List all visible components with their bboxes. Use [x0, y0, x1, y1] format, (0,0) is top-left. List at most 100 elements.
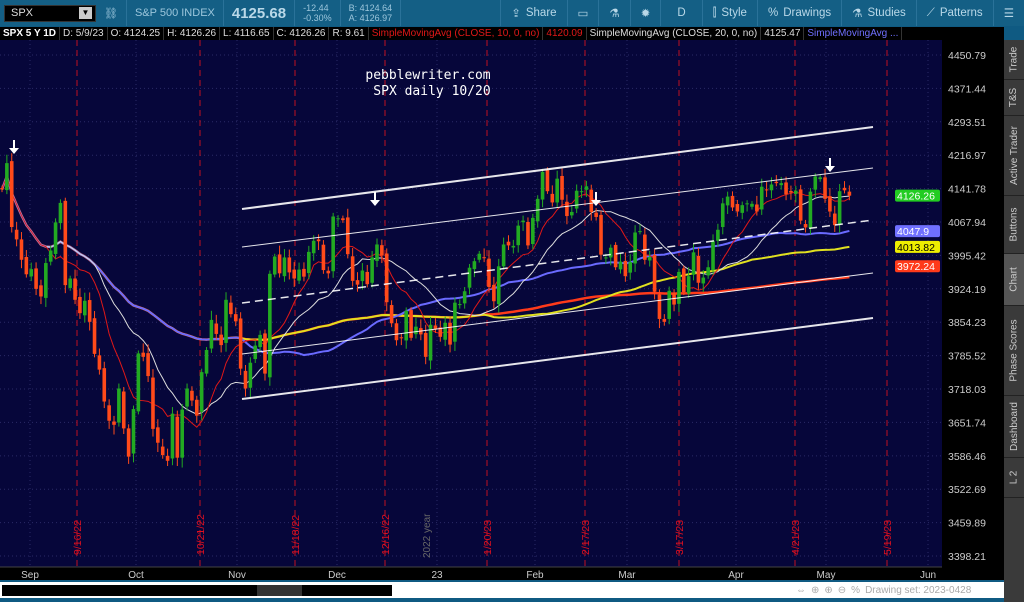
candle-body: [550, 193, 555, 203]
link-icon[interactable]: ⛓: [96, 0, 127, 26]
study-sma10-value: 4120.09: [543, 27, 587, 40]
candle-body: [706, 267, 710, 276]
study-sma-more-label[interactable]: SimpleMovingAvg ...: [804, 27, 903, 40]
event-date-label: 9/16/22: [72, 520, 84, 555]
candle-body: [730, 195, 735, 208]
candle-body: [482, 257, 486, 259]
x-tick-label: Oct: [128, 570, 144, 580]
candle-body: [506, 241, 511, 246]
sidebar-tab-dashboard[interactable]: Dashboard: [1004, 396, 1024, 458]
chevron-down-icon[interactable]: ▼: [79, 7, 92, 19]
candle-body: [394, 323, 399, 341]
sidebar-tab-chart[interactable]: Chart: [1004, 254, 1024, 306]
pan-icon[interactable]: ⇔: [796, 584, 806, 596]
share-button[interactable]: ⇪ Share: [500, 0, 566, 26]
sidebar-tab-trade[interactable]: Trade: [1004, 40, 1024, 80]
candle-body: [818, 177, 822, 180]
candle-body: [521, 220, 525, 223]
percent-icon[interactable]: %: [851, 584, 861, 596]
candle-body: [404, 310, 409, 341]
candle-body: [750, 203, 754, 207]
y-tick-label: 3651.74: [948, 417, 986, 429]
candle-body: [180, 409, 184, 458]
candle-body: [652, 254, 657, 292]
candle-body: [204, 349, 209, 374]
candle-body: [375, 244, 379, 261]
candle-body: [311, 240, 316, 254]
channel-line: [241, 126, 874, 210]
drawings-button[interactable]: % Drawings: [756, 0, 841, 26]
channel-line: [241, 167, 874, 248]
toolbar: SPX ▼ ⛓ S&P 500 INDEX 4125.68 -12.44 -0.30…: [0, 0, 1024, 26]
settings-button[interactable]: ✹: [629, 0, 661, 26]
alert-button[interactable]: ▭: [566, 0, 599, 26]
pattern-icon: ⟋: [926, 6, 935, 19]
candle-body: [331, 216, 335, 272]
candle-body: [409, 310, 413, 338]
sidebar-tab-label: Dashboard: [1008, 402, 1020, 451]
candle-body: [779, 183, 783, 186]
menu-icon: ☰: [1003, 8, 1014, 20]
legend-high: H: 4126.26: [164, 27, 221, 40]
symbol-selector[interactable]: SPX ▼: [4, 4, 96, 22]
study-sma20-label[interactable]: SimpleMovingAvg (CLOSE, 20, 0, no): [587, 27, 762, 40]
candle-body: [477, 253, 482, 260]
candle-body: [316, 239, 321, 242]
studies-button[interactable]: ⚗ Studies: [841, 0, 916, 26]
drawing-set-label: Drawing set: 2023-0428: [865, 584, 972, 596]
event-date-label: 5/19/23: [882, 520, 894, 555]
candle-body: [195, 399, 199, 416]
y-tick-label: 4371.44: [948, 83, 986, 95]
alert-icon: ▭: [577, 8, 589, 20]
patterns-button[interactable]: ⟋ Patterns: [915, 0, 993, 26]
price-chart[interactable]: 4450.79 4371.44 4293.51 4216.97 4141.78 4067.…: [0, 40, 1004, 581]
candle-body: [492, 284, 496, 302]
study-sma10-label[interactable]: SimpleMovingAvg (CLOSE, 10, 0, no): [369, 27, 544, 40]
candle-body: [219, 334, 223, 346]
zoom-in-icon[interactable]: ⊕: [824, 584, 833, 596]
sidebar-tab-t-s[interactable]: T&S: [1004, 80, 1024, 116]
sidebar-tab-l-2[interactable]: L 2: [1004, 458, 1024, 498]
price-label-value: 4047.9: [897, 226, 929, 238]
event-date-label: 10/21/22: [195, 514, 207, 555]
y-tick-label: 3398.21: [948, 551, 986, 563]
price-label-value: 4126.26: [897, 191, 935, 203]
aggregation-button[interactable]: D: [660, 0, 701, 26]
candle-body: [233, 314, 238, 322]
chart-legend: SPX 5 Y 1D D: 5/9/23 O: 4124.25 H: 4126.…: [0, 27, 1004, 40]
sidebar-tab-active-trader[interactable]: Active Trader: [1004, 116, 1024, 196]
crosshair-icon[interactable]: ⊕: [811, 584, 820, 596]
candle-body: [628, 262, 633, 273]
candle-body: [160, 446, 165, 456]
scroll-thumb[interactable]: [257, 584, 302, 596]
flask-button[interactable]: ⚗: [598, 0, 629, 26]
study-sma20-value: 4125.47: [761, 27, 805, 40]
zoom-out-icon[interactable]: ⊖: [837, 584, 847, 596]
scroll-track[interactable]: [2, 584, 392, 596]
candle-body: [97, 355, 102, 370]
candle-body: [453, 302, 457, 342]
x-tick-label: Dec: [328, 570, 346, 580]
event-date-label: 4/21/23: [790, 520, 802, 555]
candle-body: [716, 229, 720, 241]
event-date-label: 2/17/23: [580, 520, 592, 555]
candle-body: [798, 189, 803, 221]
candle-body: [370, 257, 374, 283]
candle-body: [384, 253, 389, 303]
sidebar-tab-phase-scores[interactable]: Phase Scores: [1004, 306, 1024, 396]
candle-body: [263, 333, 267, 374]
candle-body: [696, 255, 701, 283]
chart-scrollbar[interactable]: ⇔ ⊕ ⊕ ⊖% Drawing set: 2023-0428: [0, 582, 1004, 598]
menu-button[interactable]: ☰: [992, 0, 1024, 26]
candle-body: [117, 388, 121, 423]
last-price: 4125.68: [224, 0, 296, 26]
candle-body: [789, 190, 793, 193]
candle-body: [136, 353, 141, 412]
sidebar-tab-buttons[interactable]: Buttons: [1004, 196, 1024, 254]
symbol-value: SPX: [11, 7, 34, 19]
candle-body: [735, 204, 740, 212]
candle-body: [53, 222, 58, 254]
candle-body: [847, 191, 852, 196]
candle-body: [643, 234, 647, 260]
style-button[interactable]: ⫿ Style: [701, 0, 757, 26]
